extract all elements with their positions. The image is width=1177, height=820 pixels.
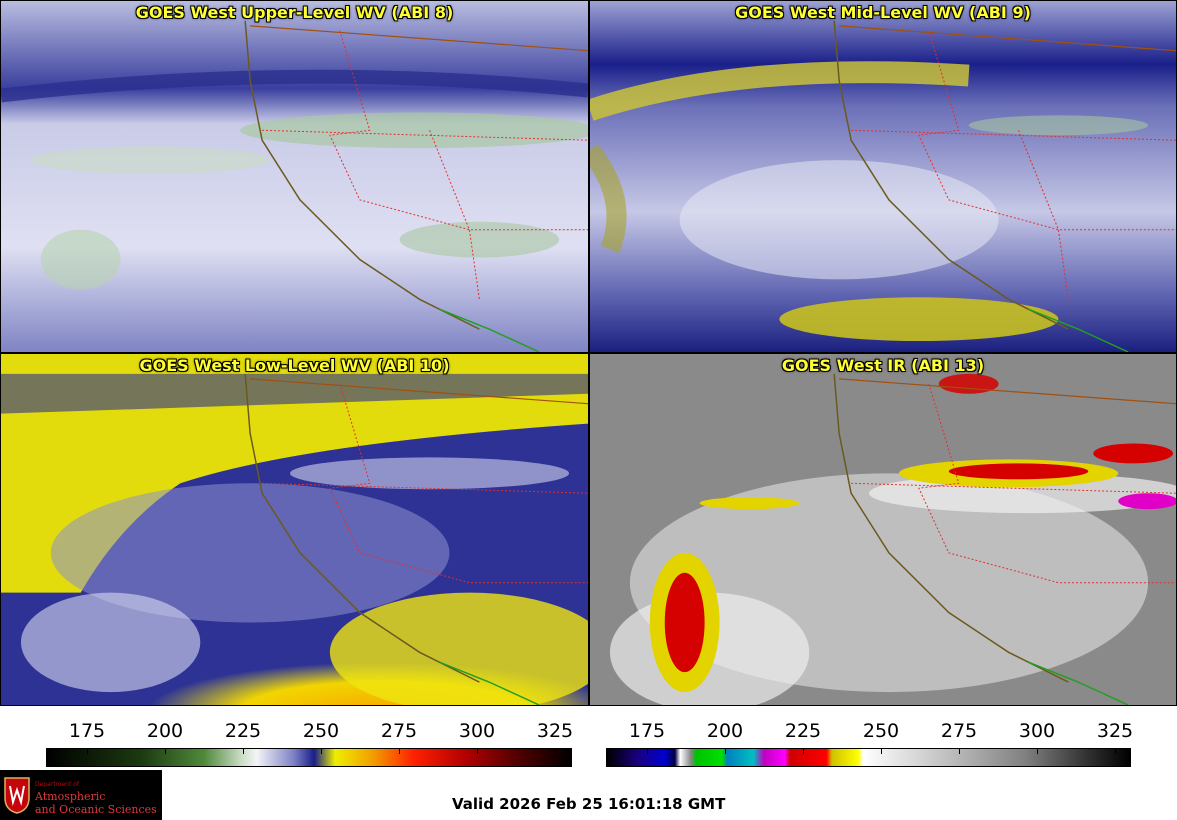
ir-tick-label: 250 [862, 720, 900, 742]
logo-name-line1: Atmospheric [35, 790, 106, 803]
mid-level-wv-title: GOES West Mid-Level WV (ABI 9) [735, 3, 1031, 22]
low-level-wv-panel: GOES West Low-Level WV (ABI 10) [0, 353, 589, 706]
wv-tick-label: 250 [302, 720, 340, 742]
ir-color-scale: 175 200 225 250 275 300 325 [589, 706, 1177, 770]
uw-crest-icon [4, 777, 30, 814]
ir-tick-mark [725, 748, 726, 754]
low-level-wv-image [1, 354, 588, 705]
wv-tick-label: 275 [380, 720, 418, 742]
ir-tick-label: 225 [784, 720, 822, 742]
wv-tick-mark [321, 748, 322, 754]
wv-tick-mark [87, 748, 88, 754]
wv-tick-label: 200 [146, 720, 184, 742]
mid-level-wv-image [590, 1, 1176, 352]
upper-level-wv-image [1, 1, 588, 352]
ir-image [590, 354, 1176, 705]
ir-tick-mark [881, 748, 882, 754]
ir-colorbar [606, 748, 1131, 767]
low-level-wv-title: GOES West Low-Level WV (ABI 10) [139, 356, 450, 375]
ir-title: GOES West IR (ABI 13) [781, 356, 985, 375]
ir-tick-label: 175 [628, 720, 666, 742]
wv-tick-mark [243, 748, 244, 754]
ir-tick-mark [647, 748, 648, 754]
ir-tick-label: 275 [940, 720, 978, 742]
valid-time: Valid 2026 Feb 25 16:01:18 GMT [452, 795, 726, 813]
ir-tick-mark [959, 748, 960, 754]
wv-tick-mark [399, 748, 400, 754]
wv-tick-mark [477, 748, 478, 754]
wv-tick-label: 225 [224, 720, 262, 742]
ir-tick-label: 300 [1018, 720, 1056, 742]
ir-tick-mark [1037, 748, 1038, 754]
logo-department: Department of [35, 781, 79, 788]
wv-tick-mark [555, 748, 556, 754]
wv-tick-label: 325 [536, 720, 574, 742]
ir-tick-mark [1115, 748, 1116, 754]
wv-tick-mark [165, 748, 166, 754]
wv-tick-label: 175 [68, 720, 106, 742]
ir-tick-mark [803, 748, 804, 754]
wv-colorbar [46, 748, 572, 767]
ir-panel: GOES West IR (ABI 13) [589, 353, 1177, 706]
ir-tick-label: 200 [706, 720, 744, 742]
wv-color-scale: 175 200 225 250 275 300 325 [0, 706, 589, 770]
upper-level-wv-title: GOES West Upper-Level WV (ABI 8) [135, 3, 454, 22]
upper-level-wv-panel: GOES West Upper-Level WV (ABI 8) [0, 0, 589, 353]
mid-level-wv-panel: GOES West Mid-Level WV (ABI 9) [589, 0, 1177, 353]
wv-tick-label: 300 [458, 720, 496, 742]
logo-name-line2: and Oceanic Sciences [35, 803, 157, 816]
ir-tick-label: 325 [1096, 720, 1134, 742]
aos-logo[interactable]: Department of Atmospheric and Oceanic Sc… [0, 770, 162, 820]
